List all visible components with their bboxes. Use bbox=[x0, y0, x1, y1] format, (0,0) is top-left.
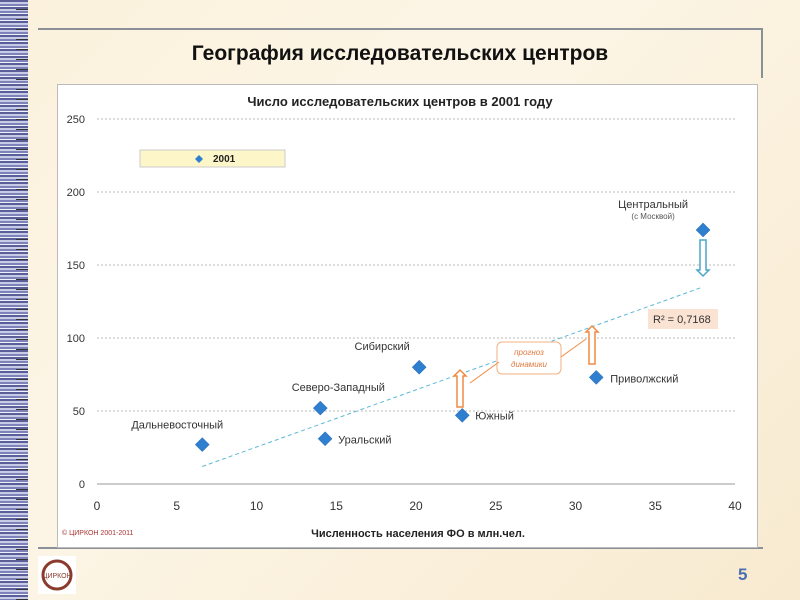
data-point bbox=[194, 437, 210, 452]
x-tick-label: 5 bbox=[173, 499, 180, 513]
x-tick-label: 30 bbox=[569, 499, 583, 513]
r2-box bbox=[648, 309, 718, 329]
up-arrow-icon bbox=[584, 324, 600, 365]
divider-top bbox=[38, 28, 763, 30]
data-point bbox=[695, 222, 711, 238]
page-number: 5 bbox=[738, 565, 748, 584]
data-point bbox=[317, 431, 333, 447]
callout-pointer bbox=[560, 338, 587, 358]
chart-title: Число исследовательских центров в 2001 г… bbox=[247, 94, 553, 109]
data-label: Сибирский bbox=[355, 341, 410, 353]
data-label: Дальневосточный bbox=[131, 420, 223, 432]
callout-box bbox=[496, 341, 562, 375]
y-tick-label: 100 bbox=[67, 333, 85, 345]
chart-panel bbox=[57, 84, 758, 548]
x-axis-label: Численность населения ФО в млн.чел. bbox=[311, 528, 525, 540]
y-tick-label: 150 bbox=[67, 260, 85, 272]
logo: ЦИРКОН bbox=[38, 556, 76, 594]
x-tick-label: 0 bbox=[94, 499, 101, 513]
down-arrow-icon bbox=[695, 239, 711, 278]
y-tick-label: 200 bbox=[67, 187, 85, 199]
x-tick-label: 35 bbox=[649, 499, 663, 513]
divider-bottom bbox=[38, 547, 763, 549]
callout-pointer bbox=[469, 361, 500, 384]
data-point bbox=[454, 408, 470, 423]
y-tick-label: 50 bbox=[73, 406, 85, 418]
data-label: Южный bbox=[475, 410, 514, 422]
data-sublabel: (с Москвой) bbox=[631, 212, 675, 221]
divider-right bbox=[761, 28, 763, 78]
svg-text:ЦИРКОН: ЦИРКОН bbox=[42, 573, 71, 580]
decorative-ticks bbox=[16, 0, 28, 600]
legend-label: 2001 bbox=[213, 154, 236, 165]
data-label: Уральский bbox=[338, 435, 391, 447]
up-arrow-icon bbox=[452, 368, 468, 408]
data-label: Приволжский bbox=[610, 373, 678, 385]
data-point bbox=[312, 400, 328, 416]
y-tick-label: 0 bbox=[79, 479, 85, 491]
copyright: © ЦИРКОН 2001-2011 bbox=[62, 530, 134, 537]
logo-icon: ЦИРКОН bbox=[41, 559, 73, 591]
x-tick-label: 40 bbox=[728, 499, 742, 513]
legend-box bbox=[139, 149, 286, 168]
legend-marker bbox=[195, 155, 203, 163]
x-tick-label: 10 bbox=[250, 499, 264, 513]
r2-label: R² = 0,7168 bbox=[653, 314, 711, 326]
data-point bbox=[588, 370, 604, 385]
data-point bbox=[411, 359, 427, 375]
slide-title: География исследовательских центров bbox=[191, 42, 609, 65]
data-label: Северо-Западный bbox=[292, 382, 385, 394]
x-tick-label: 15 bbox=[330, 499, 344, 513]
x-tick-label: 20 bbox=[409, 499, 423, 513]
x-tick-label: 25 bbox=[489, 499, 503, 513]
callout-line: прогноз bbox=[514, 348, 544, 357]
data-label: Центральный bbox=[618, 199, 688, 211]
callout-line: динамики bbox=[511, 360, 547, 369]
y-tick-label: 250 bbox=[67, 114, 85, 126]
